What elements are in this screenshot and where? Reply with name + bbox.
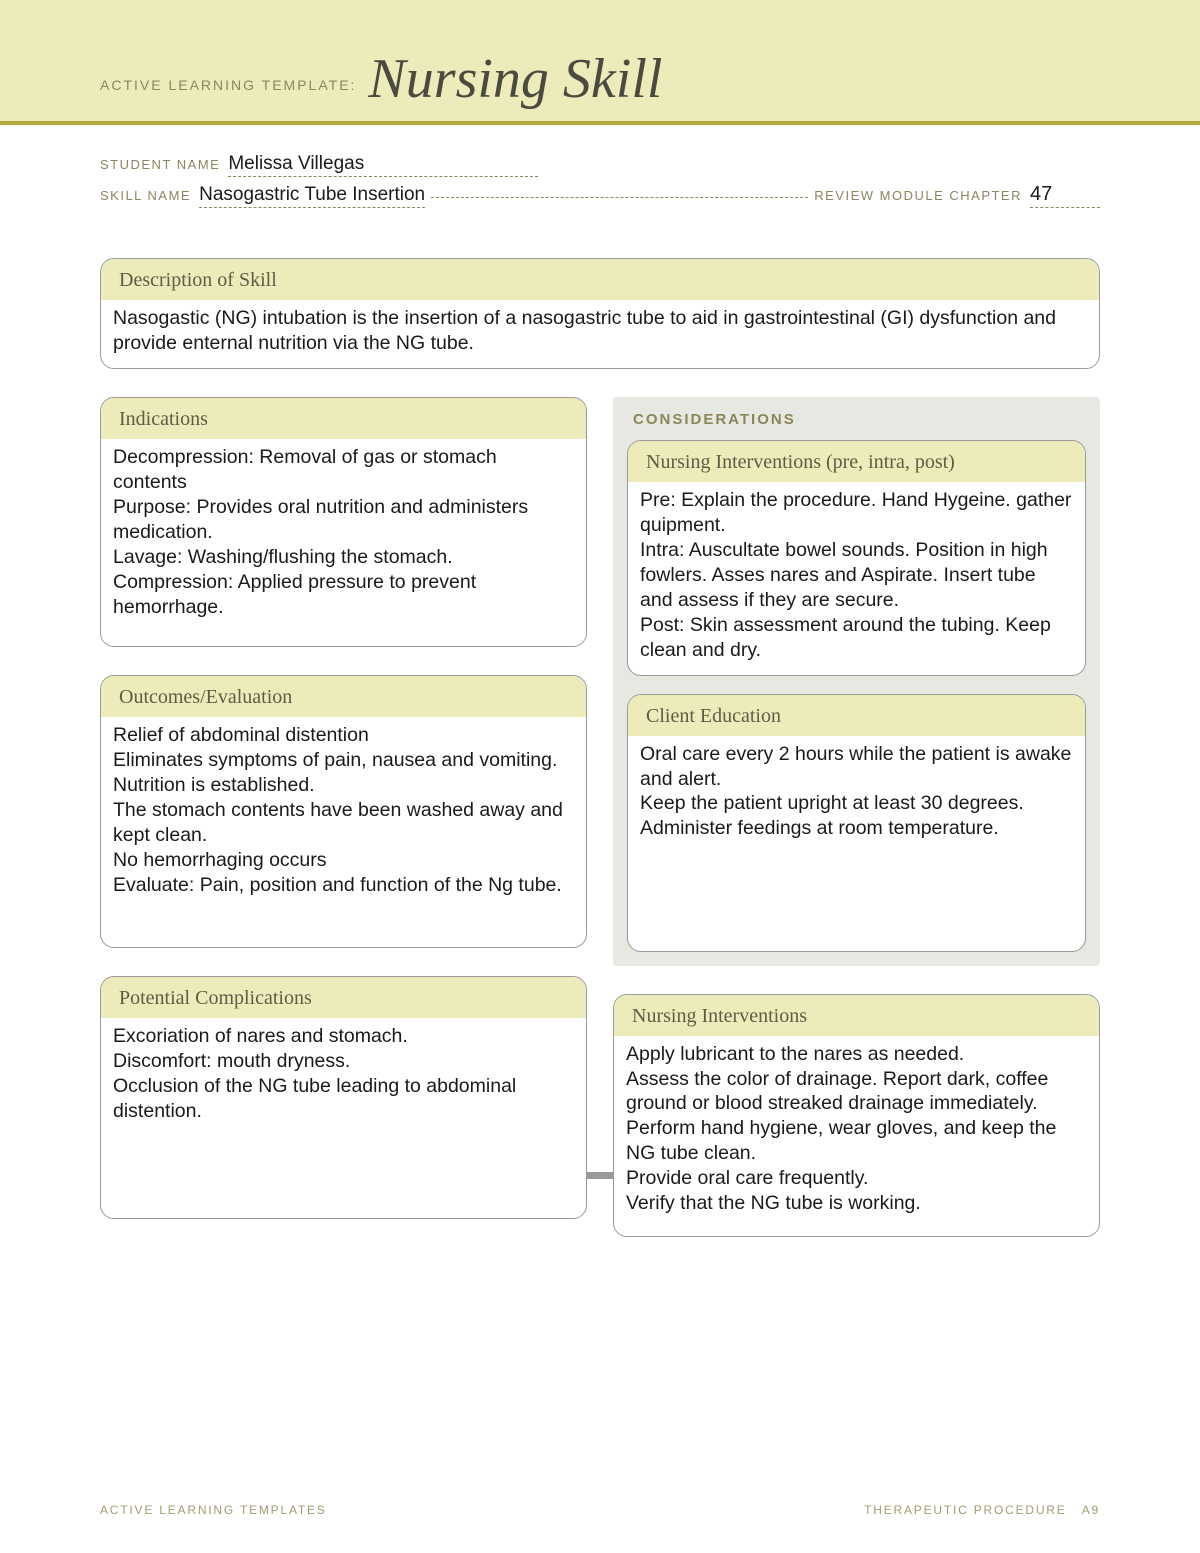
boxes-grid: Description of Skill Nasogastic (NG) int… — [100, 258, 1100, 1265]
banner: ACTIVE LEARNING TEMPLATE: Nursing Skill — [0, 0, 1200, 125]
content-area: STUDENT NAME Melissa Villegas SKILL NAME… — [0, 125, 1200, 1265]
outcomes-box: Outcomes/Evaluation Relief of abdominal … — [100, 675, 587, 948]
student-label: STUDENT NAME — [100, 157, 220, 172]
interventions-pre-body: Pre: Explain the procedure. Hand Hygeine… — [628, 482, 1085, 675]
complications-box: Potential Complications Excoriation of n… — [100, 976, 587, 1219]
considerations-group: CONSIDERATIONS Nursing Interventions (pr… — [613, 397, 1100, 966]
footer-right-text: THERAPEUTIC PROCEDURE — [864, 1503, 1066, 1517]
student-value: Melissa Villegas — [228, 153, 538, 177]
description-body: Nasogastic (NG) intubation is the insert… — [101, 300, 1099, 368]
dash-spacer — [431, 197, 808, 198]
interventions-box: Nursing Interventions Apply lubricant to… — [613, 994, 1100, 1237]
footer-left: ACTIVE LEARNING TEMPLATES — [100, 1503, 327, 1517]
client-ed-body: Oral care every 2 hours while the patien… — [628, 736, 1085, 951]
footer-right: THERAPEUTIC PROCEDURE A9 — [864, 1503, 1100, 1517]
description-title: Description of Skill — [101, 259, 1099, 300]
complications-title: Potential Complications — [101, 977, 586, 1018]
box-connector — [586, 1172, 614, 1179]
indications-title: Indications — [101, 398, 586, 439]
description-box: Description of Skill Nasogastic (NG) int… — [100, 258, 1100, 369]
indications-body: Decompression: Removal of gas or stomach… — [101, 439, 586, 639]
interventions-pre-title: Nursing Interventions (pre, intra, post) — [628, 441, 1085, 482]
row-2: Indications Decompression: Removal of ga… — [100, 397, 1100, 1265]
outcomes-title: Outcomes/Evaluation — [101, 676, 586, 717]
client-ed-title: Client Education — [628, 695, 1085, 736]
skill-row: SKILL NAME Nasogastric Tube Insertion RE… — [100, 183, 1100, 208]
client-ed-box: Client Education Oral care every 2 hours… — [627, 694, 1086, 952]
considerations-label: CONSIDERATIONS — [633, 411, 1086, 428]
chapter-label: REVIEW MODULE CHAPTER — [814, 188, 1022, 203]
skill-value: Nasogastric Tube Insertion — [199, 184, 425, 208]
banner-prefix: ACTIVE LEARNING TEMPLATE: — [100, 77, 356, 93]
skill-label: SKILL NAME — [100, 188, 191, 203]
interventions-title: Nursing Interventions — [614, 995, 1099, 1036]
complications-body: Excoriation of nares and stomach. Discom… — [101, 1018, 586, 1218]
footer: ACTIVE LEARNING TEMPLATES THERAPEUTIC PR… — [100, 1503, 1100, 1517]
interventions-body: Apply lubricant to the nares as needed. … — [614, 1036, 1099, 1236]
outcomes-body: Relief of abdominal distention Eliminate… — [101, 717, 586, 947]
interventions-pre-box: Nursing Interventions (pre, intra, post)… — [627, 440, 1086, 676]
chapter-value: 47 — [1030, 183, 1100, 208]
student-row: STUDENT NAME Melissa Villegas — [100, 153, 1100, 177]
footer-page: A9 — [1082, 1503, 1100, 1517]
banner-title: Nursing Skill — [368, 47, 662, 111]
indications-box: Indications Decompression: Removal of ga… — [100, 397, 587, 647]
page: ACTIVE LEARNING TEMPLATE: Nursing Skill … — [0, 0, 1200, 1553]
